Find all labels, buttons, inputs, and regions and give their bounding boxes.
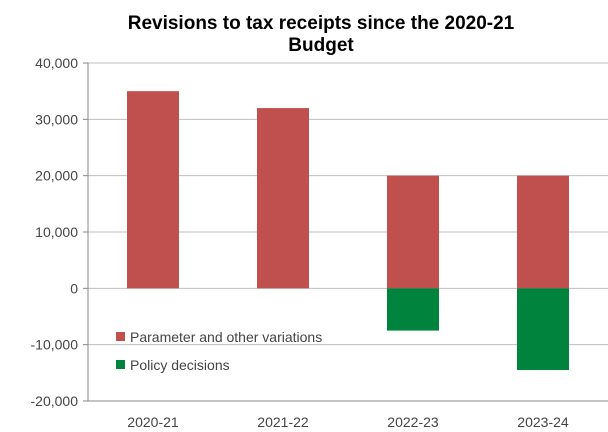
bar-policy-2023-24 bbox=[517, 288, 569, 371]
y-tick-label: 0 bbox=[70, 280, 78, 296]
x-tick-label: 2023-24 bbox=[517, 414, 569, 430]
legend-label: Policy decisions bbox=[130, 357, 230, 373]
bar-parameter-2020-21 bbox=[127, 91, 179, 289]
x-tick-label: 2021-22 bbox=[257, 414, 309, 430]
legend-label: Parameter and other variations bbox=[130, 329, 322, 345]
bar-parameter-2021-22 bbox=[257, 108, 309, 289]
y-axis: 40,000 30,000 20,000 10,000 0 -10,000 -20,000 bbox=[31, 55, 89, 409]
bar-parameter-2022-23 bbox=[387, 175, 439, 289]
y-tick-label: 30,000 bbox=[35, 111, 78, 127]
legend-swatch bbox=[116, 360, 125, 369]
bars bbox=[127, 91, 569, 371]
chart-title-line-2: Budget bbox=[288, 35, 354, 56]
legend-swatch bbox=[116, 332, 125, 341]
legend: Parameter and other variations Policy dec… bbox=[116, 329, 322, 373]
x-tick-label: 2022-23 bbox=[387, 414, 439, 430]
chart-title-line-1: Revisions to tax receipts since the 2020… bbox=[128, 13, 515, 34]
y-tick-label: 10,000 bbox=[35, 224, 78, 240]
bar-policy-2022-23 bbox=[387, 288, 439, 331]
bar-parameter-2023-24 bbox=[517, 175, 569, 289]
x-tick-label: 2020-21 bbox=[127, 414, 179, 430]
y-tick-label: -10,000 bbox=[31, 337, 79, 353]
y-tick-label: 40,000 bbox=[35, 55, 78, 71]
y-tick-label: -20,000 bbox=[31, 393, 79, 409]
x-axis: 2020-21 2021-22 2022-23 2023-24 bbox=[88, 400, 608, 430]
y-tick-label: 20,000 bbox=[35, 168, 78, 184]
